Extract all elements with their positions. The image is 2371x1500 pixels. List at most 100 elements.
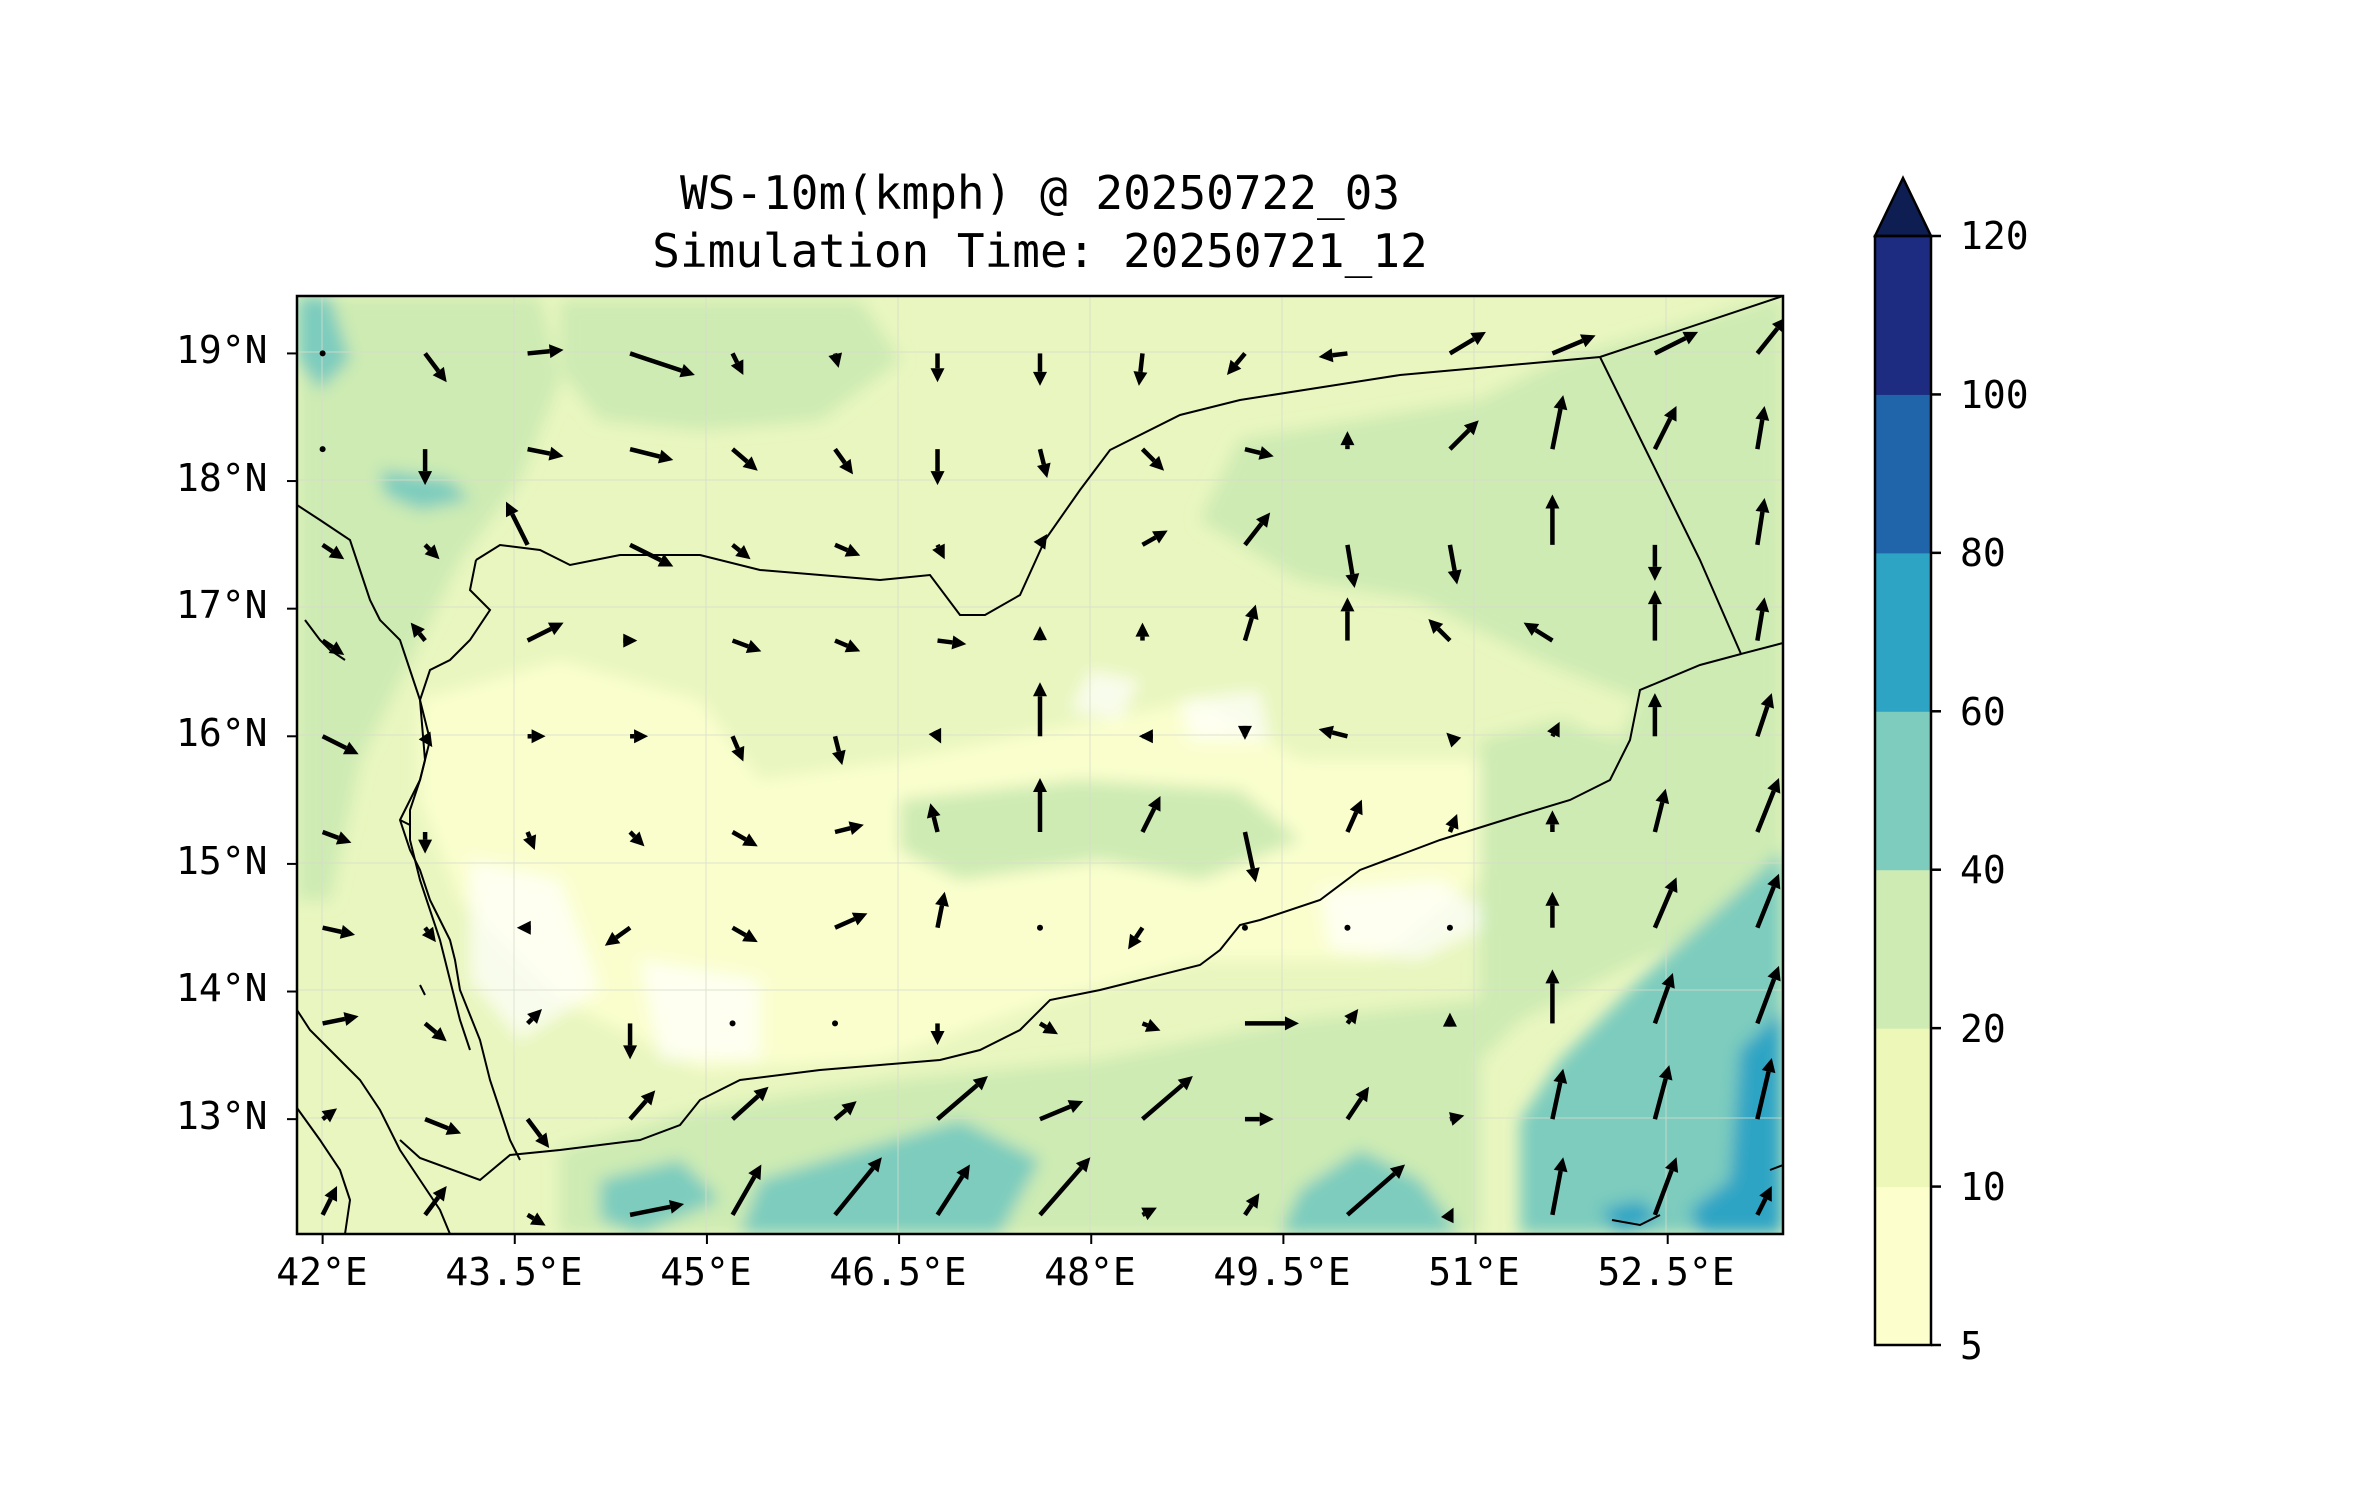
wind-arrow: [1755, 1057, 1776, 1120]
wind-arrow: [1448, 420, 1479, 451]
wind-arrow: [1344, 1009, 1359, 1025]
wind-arrow: [525, 1009, 542, 1026]
wind-arrow: [423, 1021, 447, 1042]
wind-arrow: [321, 1108, 338, 1123]
wind-arrow: [321, 638, 345, 655]
figure-title-line-1: WS-10m(kmph) @ 20250722_03: [679, 166, 1401, 220]
wind-arrow: [1446, 732, 1462, 748]
wind-arrow: [1033, 778, 1047, 832]
wind-arrow: [937, 635, 967, 650]
wind-arrow: [319, 446, 326, 453]
colorbar-level-label: 20: [1960, 1007, 2006, 1051]
wind-arrow: [935, 1164, 970, 1217]
speed-band-60-80: [1600, 1010, 1783, 1234]
lon-tick-label: 48°E: [1044, 1250, 1136, 1294]
wind-arrow: [731, 830, 758, 847]
red-sea-east-coast: [398, 559, 521, 1161]
wind-arrow: [1652, 405, 1677, 451]
wind-arrow: [1755, 318, 1783, 355]
wind-arrow: [1652, 1157, 1679, 1216]
wind-arrow: [1652, 1065, 1673, 1120]
speed-band-20-40-west: [297, 296, 560, 900]
lon-tick-label: 51°E: [1428, 1250, 1520, 1294]
wind-arrow: [1652, 788, 1670, 833]
wind-arrow: [1755, 405, 1770, 450]
colorbar-segment: [1875, 236, 1931, 395]
wind-arrow: [1226, 351, 1247, 376]
wind-arrow: [930, 1023, 945, 1046]
lon-tick-label: 46.5°E: [829, 1250, 967, 1294]
colorbar-segment: [1875, 1186, 1931, 1346]
wind-arrow: [1318, 725, 1348, 740]
wind-arrow: [418, 449, 433, 486]
wind-arrow: [1755, 693, 1774, 737]
wind-arrow: [1242, 604, 1259, 642]
map-frame: [295, 294, 1785, 1236]
wind-arrow: [926, 803, 941, 833]
wind-arrow: [1340, 431, 1355, 450]
wind-speed-field: [297, 296, 1783, 1234]
map-plot-area: [297, 296, 1783, 1234]
wind-arrow: [410, 622, 427, 642]
wind-arrow: [604, 925, 632, 946]
lon-tick-label: 52.5°E: [1597, 1250, 1735, 1294]
wind-arrow: [1550, 1157, 1568, 1216]
wind-arrow: [1038, 1021, 1058, 1035]
wind-arrow: [1133, 353, 1148, 386]
wind-arrow: [1033, 626, 1047, 641]
wind-arrow: [1033, 534, 1048, 550]
wind-arrow: [321, 734, 359, 755]
wind-arrow: [423, 352, 447, 383]
wind-arrow: [523, 831, 537, 850]
lat-tick-label: 18°N: [176, 456, 268, 500]
wind-arrow: [1755, 498, 1770, 546]
colorbar-segment: [1875, 1028, 1931, 1188]
african-coast: [297, 504, 471, 1051]
wind-arrow: [1033, 682, 1047, 737]
wind-arrow: [1545, 494, 1560, 545]
wind-arrow: [516, 920, 531, 935]
wind-arrow: [321, 542, 345, 560]
wind-arrow: [731, 638, 762, 654]
wind-arrow: [1037, 924, 1043, 931]
wind-arrow: [526, 622, 564, 643]
wind-arrow: [834, 638, 861, 653]
wind-arrow: [828, 352, 843, 368]
colorbar-segment: [1875, 869, 1931, 1029]
wind-arrow: [319, 350, 326, 357]
wind-arrow: [629, 351, 695, 378]
wind-arrow: [833, 1157, 882, 1217]
wind-arrow: [1318, 348, 1348, 363]
wind-arrow: [1237, 725, 1252, 740]
wind-arrow: [935, 891, 949, 929]
wind-arrow: [1652, 973, 1675, 1025]
speed-band-20-40-north: [560, 300, 900, 430]
wind-arrow: [1141, 1075, 1193, 1121]
wind-arrow: [1550, 395, 1568, 450]
wind-arrow: [1243, 1193, 1260, 1217]
wind-arrow: [1441, 1207, 1454, 1224]
speed-band-20-40-central: [900, 780, 1300, 880]
wind-arrow: [1141, 530, 1168, 547]
wind-arrow: [1551, 334, 1596, 356]
speed-band-40-60-nw: [297, 296, 470, 510]
colorbar-level-label: 100: [1960, 373, 2029, 417]
wind-arrow: [423, 543, 440, 560]
wind-arrow: [1141, 1207, 1157, 1221]
wind-arrow: [832, 735, 846, 766]
wind-arrow: [1345, 1086, 1370, 1121]
wind-arrow: [833, 1101, 857, 1121]
wind-arrow: [1243, 512, 1271, 547]
wind-arrow: [1135, 622, 1150, 641]
lon-tick-label: 45°E: [660, 1250, 752, 1294]
wind-arrow: [505, 501, 530, 546]
wind-arrow: [730, 735, 745, 762]
wind-arrow: [731, 925, 758, 943]
wind-arrow: [1140, 447, 1165, 471]
lat-tick-label: 17°N: [176, 583, 268, 627]
wind-arrow: [1547, 721, 1560, 738]
wind-arrow: [1652, 877, 1678, 929]
wind-arrow: [930, 353, 945, 383]
wind-arrow: [418, 731, 433, 748]
wind-arrow: [936, 1075, 988, 1121]
